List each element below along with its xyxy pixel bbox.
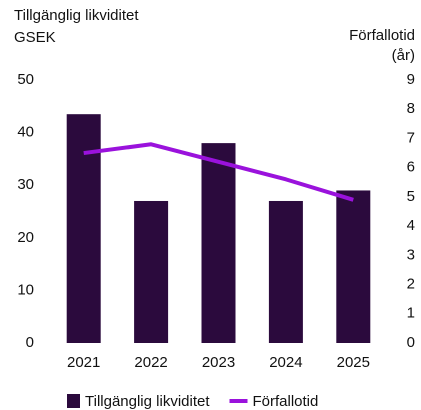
y-tick-label: 40 <box>17 124 34 141</box>
bar <box>134 200 169 343</box>
y-tick-label: 30 <box>17 176 34 193</box>
legend-swatch <box>67 394 80 408</box>
y2-tick-label: 2 <box>407 276 415 293</box>
x-tick-label: 2023 <box>202 354 235 371</box>
bar <box>268 200 303 343</box>
y2-tick-label: 6 <box>407 159 415 176</box>
y-tick-label: 50 <box>17 71 34 88</box>
y2-tick-label: 5 <box>407 188 415 205</box>
legend-label: Tillgänglig likviditet <box>85 393 210 410</box>
y-tick-label: 10 <box>17 281 34 298</box>
y2-tick-label: 0 <box>407 334 415 351</box>
y2-tick-label: 8 <box>407 100 415 117</box>
legend-label: Förfallotid <box>253 393 319 410</box>
y2-axis-label: Förfallotid <box>349 27 415 44</box>
y2-tick-label: 4 <box>407 217 415 234</box>
bar <box>201 143 236 343</box>
y-axis-label: Tillgänglig likviditet <box>14 7 139 24</box>
x-tick-label: 2025 <box>337 354 370 371</box>
bar <box>336 190 371 343</box>
bar <box>66 114 101 343</box>
y2-tick-label: 3 <box>407 246 415 263</box>
y-tick-label: 0 <box>26 334 34 351</box>
x-tick-label: 2021 <box>67 354 100 371</box>
y-tick-label: 20 <box>17 229 34 246</box>
line <box>83 142 354 202</box>
x-tick-label: 2022 <box>134 354 167 371</box>
y2-tick-label: 1 <box>407 305 415 322</box>
y-axis-unit: GSEK <box>14 29 56 46</box>
y2-axis-unit: (år) <box>392 47 415 64</box>
x-tick-label: 2024 <box>269 354 302 371</box>
y2-tick-label: 7 <box>407 129 415 146</box>
y2-tick-label: 9 <box>407 71 415 88</box>
